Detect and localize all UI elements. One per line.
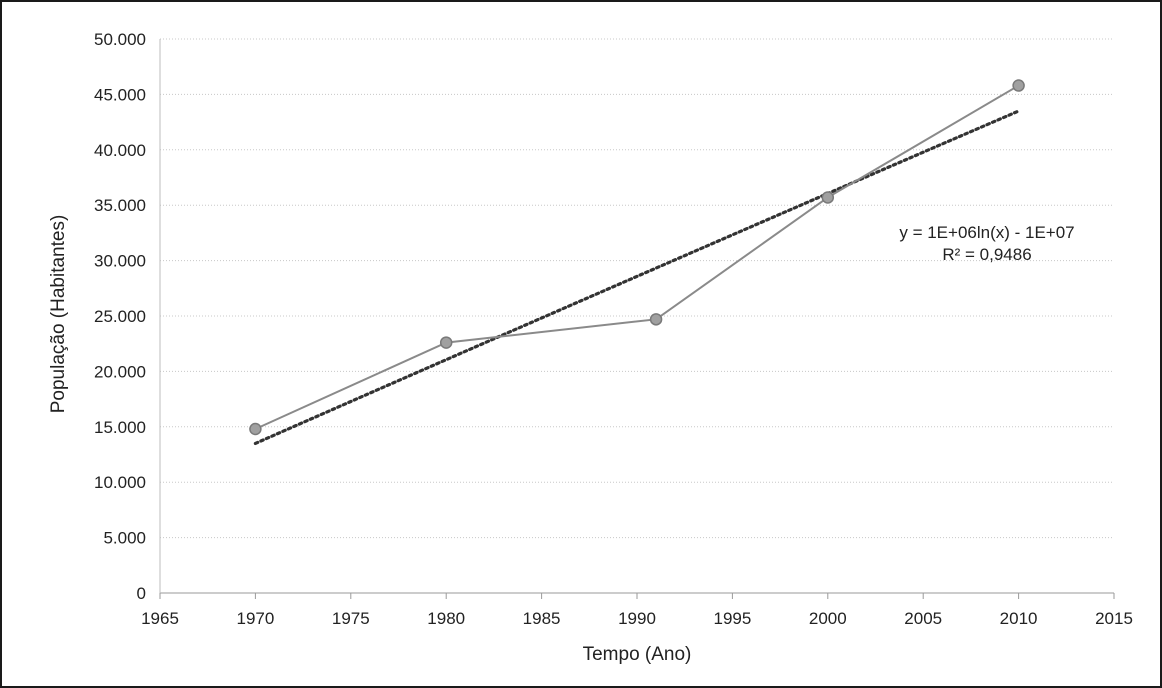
x-tick-label-1965: 1965 [141, 609, 179, 628]
x-tick-label-1995: 1995 [713, 609, 751, 628]
data-point-2010 [1012, 79, 1025, 92]
labels: Tempo (Ano) População (Habitantes) y = 1… [48, 215, 1075, 665]
y-tick-label-45000: 45.000 [94, 85, 146, 104]
x-tick-label-1975: 1975 [332, 609, 370, 628]
y-axis-ticks: 0 5.000 10.000 15.000 20.000 25.000 30.000 35.0… [94, 30, 146, 603]
y-tick-label-5000: 5.000 [103, 529, 146, 548]
x-tick-label-2000: 2000 [809, 609, 847, 628]
y-tick-label-10000: 10.000 [94, 473, 146, 492]
trendline-equation: y = 1E+06ln(x) - 1E+07 [899, 223, 1074, 242]
trendline-r-squared: R² = 0,9486 [942, 245, 1031, 264]
x-tick-label-2005: 2005 [904, 609, 942, 628]
data-series [249, 79, 1025, 436]
y-tick-label-40000: 40.000 [94, 141, 146, 160]
trendline [253, 109, 1021, 446]
x-tick-label-1970: 1970 [236, 609, 274, 628]
x-tick-label-1990: 1990 [618, 609, 656, 628]
gridlines [160, 38, 1114, 539]
x-axis-title: Tempo (Ano) [583, 644, 692, 665]
data-point-2000 [821, 191, 835, 204]
x-tick-label-2010: 2010 [1000, 609, 1038, 628]
y-tick-label-20000: 20.000 [94, 362, 146, 381]
y-tick-label-15000: 15.000 [94, 418, 146, 437]
x-tick-label-1985: 1985 [523, 609, 561, 628]
y-axis-title: População (Habitantes) [48, 215, 69, 414]
data-point-1991 [649, 313, 663, 326]
data-point-1980 [439, 336, 453, 349]
y-tick-label-50000: 50.000 [94, 30, 146, 49]
y-tick-label-0: 0 [137, 584, 146, 603]
x-tick-label-2015: 2015 [1095, 609, 1133, 628]
x-axis-ticks: 1965 1970 1975 1980 1985 1990 1995 2000 2005 2010… [141, 593, 1133, 628]
y-tick-label-35000: 35.000 [94, 196, 146, 215]
trendline-path [253, 109, 1021, 446]
series-line-0 [254, 84, 1020, 430]
y-tick-label-25000: 25.000 [94, 307, 146, 326]
y-tick-label-30000: 30.000 [94, 252, 146, 271]
x-tick-label-1980: 1980 [427, 609, 465, 628]
data-point-1970 [249, 422, 262, 436]
